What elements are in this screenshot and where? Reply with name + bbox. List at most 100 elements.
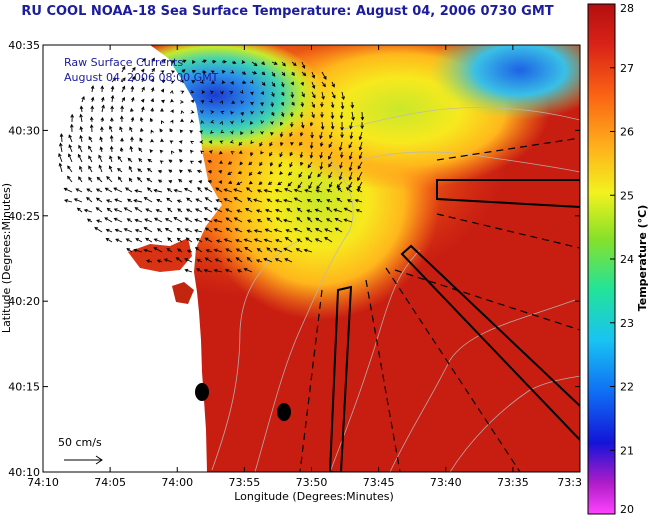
current-vector [165,218,173,223]
current-vector-head [263,257,268,262]
current-vector-head [314,208,319,213]
current-vector-head [190,110,195,114]
current-vector-head [270,131,274,136]
current-vector [167,237,173,243]
x-tick-label: 73:3 [557,476,582,489]
current-vector-head [200,80,204,84]
current-vector-head [119,126,123,131]
current-vector [154,238,163,243]
current-vector [184,188,193,193]
current-vector [117,156,123,163]
current-vector-head [269,142,273,147]
current-vector-head [86,196,90,201]
current-vector-head [237,170,242,175]
current-vector [301,61,305,69]
current-vector [174,189,183,193]
current-vector-head [290,141,294,146]
current-vector-head [249,121,254,125]
current-vector-head [253,229,258,233]
current-vector [307,161,313,168]
current-vector-head [161,79,166,84]
current-vector [335,227,343,233]
current-vector-head [290,81,294,86]
current-vector-head [187,169,192,173]
current-vector [317,171,323,177]
current-vector-head [75,188,80,192]
current-vector-head [117,167,121,172]
current-vector-head [169,140,174,144]
station-marker-west [195,383,209,401]
current-vector [340,111,343,119]
current-vector-head [300,82,305,87]
current-vector-head [220,129,225,134]
current-vector-head [171,70,175,74]
current-vector-head [117,155,122,160]
colorbar-tick-label: 27 [620,62,634,75]
current-vector-head [89,116,94,121]
current-vector [98,155,103,163]
current-vector [275,209,283,213]
current-vector-head [225,217,230,221]
current-vector-head [248,180,253,185]
current-vector-head [218,150,223,155]
current-vector [165,228,173,233]
current-vector-head [195,238,200,242]
current-vector-head [200,120,205,125]
current-vector-head [229,91,234,95]
current-vector [235,239,243,243]
current-vector [173,217,183,223]
current-vector-head [266,217,271,222]
current-vector-head [346,199,351,203]
current-vector-head [333,208,338,212]
y-tick-label: 40:25 [8,210,40,223]
current-vector [153,247,163,253]
current-vector-head [341,96,345,101]
current-vector-head [224,268,229,273]
current-vector-head [204,227,209,231]
current-vector-head [181,69,186,73]
current-vector [205,227,213,233]
current-vector-head [258,181,263,185]
current-vector [274,248,283,253]
current-vector-head [345,187,350,191]
current-vector-head [245,208,249,212]
current-vector [166,197,173,203]
current-vector-head [317,173,321,178]
current-vector-head [157,179,162,183]
current-vector-head [273,248,278,252]
current-vector [96,188,103,193]
current-vector [247,257,253,263]
current-vector-head [264,228,269,232]
coastal-inlet [128,238,192,272]
current-vector-head [197,160,202,164]
current-vector-head [275,217,280,221]
current-vector-head [189,149,194,154]
current-vector-head [155,208,160,213]
current-vector-head [190,119,194,124]
current-vector-head [113,187,118,191]
current-vector-head [223,238,228,242]
current-vector [225,269,233,273]
current-vector-head [88,136,93,140]
current-vector-head [205,249,210,253]
current-vector-head [303,248,308,253]
current-vector-head [166,197,171,202]
current-vector-head [109,134,114,139]
current-vector-head [283,198,288,203]
current-vector-head [339,164,343,169]
current-vector [328,151,333,160]
current-vector [264,239,273,243]
current-vector-head [123,207,128,211]
current-vector-head [334,227,339,232]
current-vector-head [169,89,174,94]
current-vector-head [120,137,124,142]
current-vector-head [166,248,171,252]
current-vector [334,208,343,213]
current-vector [254,238,263,243]
current-vector-head [195,198,200,202]
current-vector [308,171,313,179]
current-vector-head [223,60,227,64]
current-vector-head [221,80,226,84]
current-vector [195,208,203,213]
current-vector-head [141,86,145,91]
